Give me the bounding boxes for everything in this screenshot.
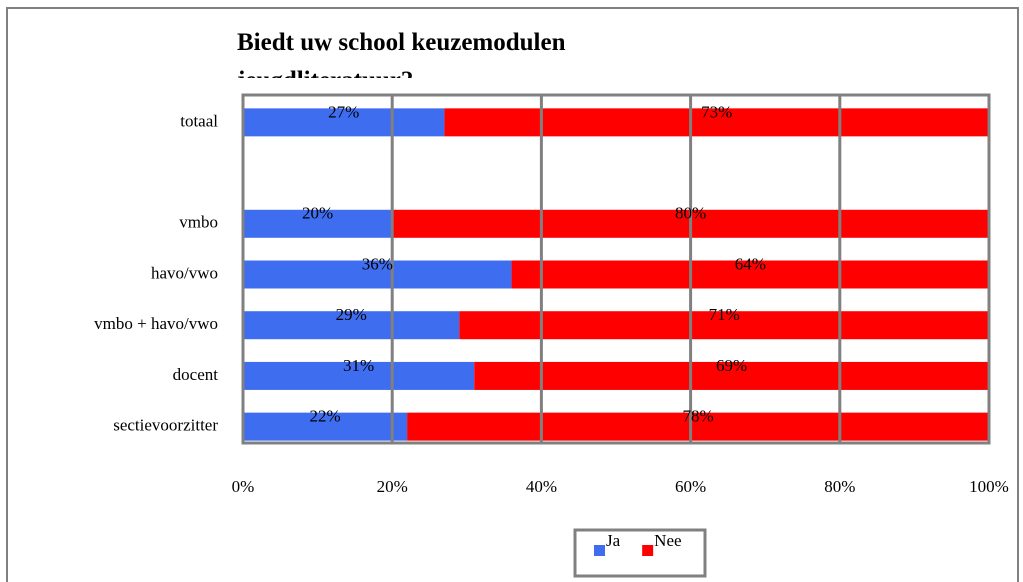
bar-segment bbox=[243, 108, 445, 137]
x-tick-label: 20% bbox=[377, 477, 408, 496]
data-label: 36% bbox=[362, 254, 393, 273]
data-label: 20% bbox=[302, 204, 333, 223]
bar-segment bbox=[243, 260, 512, 289]
x-tick-label: 100% bbox=[969, 477, 1009, 496]
legend-swatch bbox=[594, 545, 605, 556]
legend-label: Ja bbox=[606, 531, 621, 550]
chart-title: Biedt uw school keuzemodulen jeugdlitera… bbox=[237, 29, 566, 78]
x-tick-label: 80% bbox=[824, 477, 855, 496]
y-tick-label: totaal bbox=[180, 111, 218, 130]
y-tick-label: vmbo + havo/vwo bbox=[94, 314, 218, 333]
y-tick-label: havo/vwo bbox=[151, 263, 218, 282]
bar-segment bbox=[407, 412, 989, 441]
bar-segment bbox=[243, 361, 475, 390]
bar-segment bbox=[243, 412, 408, 441]
y-tick-label: docent bbox=[173, 365, 219, 384]
data-label: 22% bbox=[309, 407, 340, 426]
legend-label: Nee bbox=[654, 531, 681, 550]
data-label: 80% bbox=[675, 204, 706, 223]
data-label: 64% bbox=[735, 254, 766, 273]
y-tick-label: sectievoorzitter bbox=[113, 416, 218, 435]
bar-segment bbox=[511, 260, 989, 289]
data-label: 27% bbox=[328, 102, 359, 121]
bar-segment bbox=[243, 209, 393, 238]
data-label: 29% bbox=[336, 305, 367, 324]
y-tick-label: vmbo bbox=[179, 213, 218, 232]
x-tick-label: 0% bbox=[232, 477, 255, 496]
data-label: 31% bbox=[343, 356, 374, 375]
x-tick-label: 40% bbox=[526, 477, 557, 496]
x-tick-label: 60% bbox=[675, 477, 706, 496]
data-label: 69% bbox=[716, 356, 747, 375]
chart-frame bbox=[6, 7, 1019, 582]
legend-swatch bbox=[642, 545, 654, 556]
bar-segment bbox=[444, 108, 989, 137]
bar-segment bbox=[474, 361, 989, 390]
data-label: 73% bbox=[701, 102, 732, 121]
bar-segment bbox=[459, 311, 990, 340]
data-label: 71% bbox=[709, 305, 740, 324]
bar-segment bbox=[243, 311, 460, 340]
plot-border bbox=[241, 93, 991, 445]
data-label: 78% bbox=[682, 407, 713, 426]
